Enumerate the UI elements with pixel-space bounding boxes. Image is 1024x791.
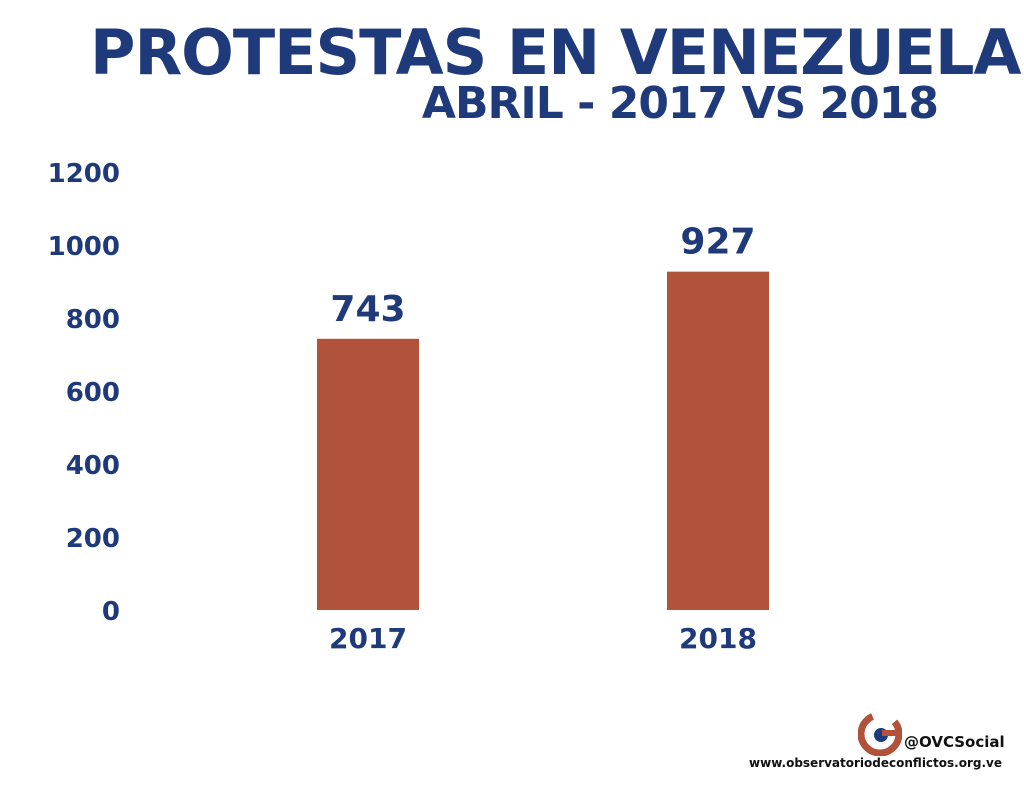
y-tick-label: 0 — [102, 597, 120, 627]
x-tick-label: 2018 — [679, 622, 757, 655]
ovc-logo-icon — [858, 712, 902, 756]
y-tick-label: 1000 — [48, 232, 120, 262]
bar-2017 — [317, 338, 419, 610]
bar-2018 — [667, 271, 769, 610]
y-tick-label: 800 — [66, 305, 120, 335]
y-tick-label: 400 — [66, 451, 120, 481]
footer-handle[interactable]: @OVCSocial — [904, 733, 1005, 751]
chart-title: PROTESTAS EN VENEZUELA — [90, 16, 1021, 89]
data-label-2018: 927 — [680, 222, 755, 263]
x-tick-label: 2017 — [329, 622, 407, 655]
y-tick-label: 200 — [66, 524, 120, 554]
y-tick-label: 600 — [66, 378, 120, 408]
data-label-2017: 743 — [330, 289, 405, 330]
y-tick-label: 1200 — [48, 159, 120, 189]
chart-subtitle: ABRIL - 2017 VS 2018 — [421, 78, 939, 129]
footer-url[interactable]: www.observatoriodeconflictos.org.ve — [749, 756, 1002, 770]
